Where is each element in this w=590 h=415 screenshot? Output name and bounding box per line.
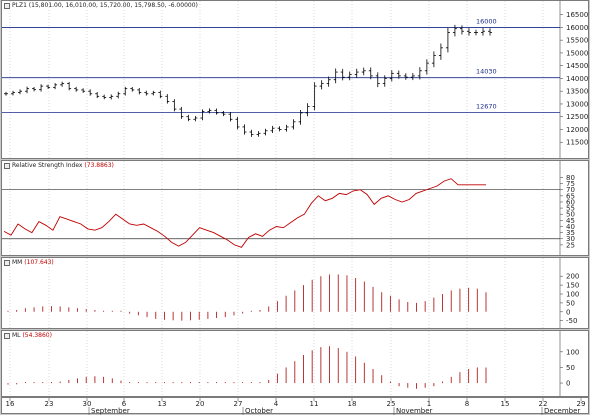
y-tick-label: 55 xyxy=(566,205,575,213)
ml-chart: 0 50 100 xyxy=(7,331,579,396)
y-tick-label: 15000 xyxy=(566,49,588,57)
indicator-icon xyxy=(4,332,10,339)
x-tick-label: 1 xyxy=(427,400,431,408)
y-tick-label: 65 xyxy=(566,192,575,200)
y-tick-label: 35 xyxy=(566,229,575,237)
mm-pane-title: MM (107.643) xyxy=(4,259,54,267)
level-label: 16000 xyxy=(476,17,497,25)
x-tick-label: 4 xyxy=(274,400,279,408)
y-tick-label: 100 xyxy=(566,348,579,356)
y-tick-label: 11500 xyxy=(566,139,588,147)
y-tick-label: 13500 xyxy=(566,88,588,96)
y-tick-label: 0 xyxy=(566,380,570,388)
y-tick-label: 16000 xyxy=(566,24,588,32)
y-tick-label: 80 xyxy=(566,174,575,182)
x-tick-label: 15 xyxy=(501,400,510,408)
x-tick-label: 23 xyxy=(45,400,54,408)
x-tick-label: 16 xyxy=(6,400,15,408)
indicator-icon xyxy=(4,259,10,266)
y-tick-label: 40 xyxy=(566,223,575,231)
x-tick-label: 6 xyxy=(122,400,127,408)
rsi-pane-title: Relative Strength Index (73.8863) xyxy=(4,162,114,170)
y-tick-label: 50 xyxy=(566,299,575,307)
price-chart: 11500 12000 12500 13000 13500 14000 14500 15000… xyxy=(2,1,588,158)
level-label: 14030 xyxy=(476,68,497,76)
y-tick-label: 15500 xyxy=(566,37,588,45)
y-tick-label: 70 xyxy=(566,186,575,194)
x-tick-label: 18 xyxy=(348,400,357,408)
x-tick-label: 8 xyxy=(465,400,469,408)
y-tick-label: 75 xyxy=(566,180,575,188)
x-tick-label: 22 xyxy=(539,400,548,408)
month-label: September xyxy=(91,407,130,415)
y-tick-label: 14500 xyxy=(566,62,588,70)
rsi-pane[interactable]: Relative Strength Index (73.8863) 25 30 35… xyxy=(1,160,589,256)
x-tick-label: 20 xyxy=(196,400,205,408)
y-tick-label: 150 xyxy=(566,282,579,290)
y-tick-label: 50 xyxy=(566,364,575,372)
y-tick-label: 25 xyxy=(566,241,575,249)
y-tick-label: 50 xyxy=(566,211,575,219)
y-tick-label: 16500 xyxy=(566,11,588,19)
y-tick-label: 13000 xyxy=(566,100,588,108)
date-axis: 16233061320274111825181522296SeptemberOc… xyxy=(1,397,589,415)
x-tick-label: 13 xyxy=(158,400,167,408)
month-label: October xyxy=(245,407,273,415)
series-icon xyxy=(4,2,10,9)
x-tick-label: 11 xyxy=(310,400,319,408)
x-tick-label: 27 xyxy=(234,400,243,408)
y-tick-label: 12500 xyxy=(566,113,588,121)
month-label: November xyxy=(396,407,433,415)
level-label: 12670 xyxy=(476,102,497,110)
month-label: December xyxy=(544,407,580,415)
x-tick-label: 30 xyxy=(83,400,92,408)
y-tick-label: 100 xyxy=(566,291,579,299)
y-tick-label: 12000 xyxy=(566,126,588,134)
mm-pane[interactable]: MM (107.643) -50 0 50 100 150 200 xyxy=(1,257,589,329)
ml-pane[interactable]: ML (54.3860) 0 50 100 xyxy=(1,330,589,397)
y-tick-label: 30 xyxy=(566,235,575,243)
y-tick-label: -50 xyxy=(566,317,577,325)
indicator-icon xyxy=(4,162,10,169)
date-axis-svg: 16233061320274111825181522296SeptemberOc… xyxy=(6,398,586,415)
rsi-line xyxy=(3,178,486,248)
price-pane-title: PLZ1 (15,801.00, 16,010.00, 15,720.00, 1… xyxy=(4,2,198,10)
ml-pane-title: ML (54.3860) xyxy=(4,332,52,340)
x-tick-label: 25 xyxy=(387,400,396,408)
x-tick-label: 29 xyxy=(577,400,586,408)
price-pane[interactable]: PLZ1 (15,801.00, 16,010.00, 15,720.00, 1… xyxy=(1,0,589,159)
y-tick-label: 200 xyxy=(566,273,579,281)
y-tick-label: 0 xyxy=(566,308,570,316)
y-tick-label: 14000 xyxy=(566,75,588,83)
y-tick-label: 60 xyxy=(566,198,575,206)
y-tick-label: 45 xyxy=(566,217,575,225)
